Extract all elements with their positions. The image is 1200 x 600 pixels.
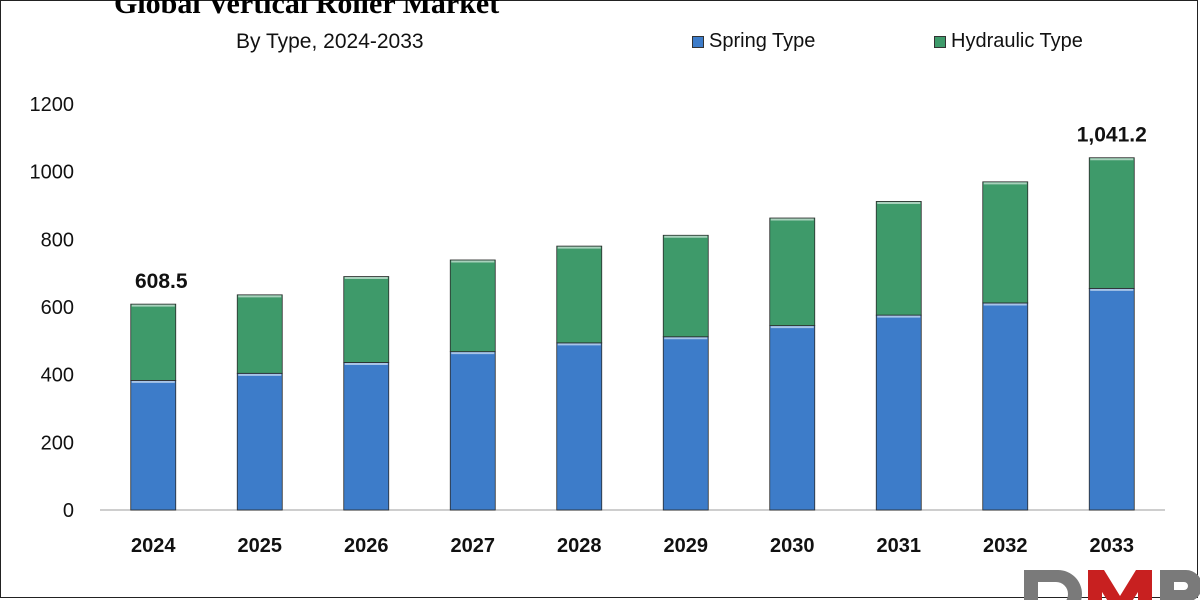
x-tick-label: 2026: [344, 535, 389, 557]
y-tick-label: 1200: [30, 94, 75, 116]
bar-spring-type-2025: [236, 372, 283, 511]
x-tick-label: 2033: [1090, 535, 1135, 557]
x-tick-label: 2024: [131, 535, 176, 557]
bar-hydraulic-type-2025: [236, 294, 283, 374]
y-tick-label: 0: [63, 500, 74, 522]
legend-item-hydraulic-type: Hydraulic Type: [934, 30, 1083, 53]
x-tick-label: 2030: [770, 535, 815, 557]
x-tick-label: 2032: [983, 535, 1028, 557]
bar-hydraulic-type-2027: [449, 259, 496, 353]
x-tick-label: 2029: [664, 535, 709, 557]
bar-hydraulic-type-2030: [769, 217, 816, 327]
legend-item-spring-type: Spring Type: [692, 30, 815, 53]
bar-spring-type-2028: [556, 342, 603, 511]
x-tick-label: 2028: [557, 535, 602, 557]
dmr-logo-icon: [1018, 562, 1200, 600]
legend-swatch-hydraulic-type: [934, 35, 946, 48]
legend-swatch-spring-type: [692, 35, 704, 48]
bar-spring-type-2026: [343, 362, 390, 511]
bar-hydraulic-type-2033: [1088, 157, 1135, 289]
chart-title: Global Vertical Roller Market: [114, 0, 500, 20]
bar-hydraulic-type-2024: [130, 303, 177, 381]
bar-hydraulic-type-2029: [662, 234, 709, 338]
y-tick-label: 200: [41, 432, 74, 454]
x-tick-label: 2031: [877, 535, 922, 557]
legend-label-spring-type: Spring Type: [709, 30, 816, 52]
bar-spring-type-2024: [130, 380, 177, 511]
bar-spring-type-2030: [769, 325, 816, 511]
y-tick-label: 600: [41, 297, 74, 319]
x-tick-label: 2027: [451, 535, 496, 557]
bar-spring-type-2033: [1088, 287, 1135, 511]
legend-label-hydraulic-type: Hydraulic Type: [951, 30, 1083, 52]
bar-hydraulic-type-2026: [343, 276, 390, 363]
y-tick-label: 800: [41, 229, 74, 251]
data-label-2033: 1,041.2: [1077, 124, 1147, 147]
bar-hydraulic-type-2032: [982, 181, 1029, 304]
y-tick-label: 400: [41, 365, 74, 387]
y-tick-label: 1000: [30, 162, 75, 184]
x-tick-label: 2025: [238, 535, 283, 557]
chart-subtitle: By Type, 2024-2033: [236, 30, 424, 53]
bar-spring-type-2031: [875, 314, 922, 511]
bar-spring-type-2027: [449, 351, 496, 511]
bar-hydraulic-type-2028: [556, 245, 603, 344]
data-label-2024: 608.5: [135, 270, 188, 293]
bar-hydraulic-type-2031: [875, 201, 922, 316]
bar-spring-type-2029: [662, 336, 709, 511]
bar-spring-type-2032: [982, 302, 1029, 511]
